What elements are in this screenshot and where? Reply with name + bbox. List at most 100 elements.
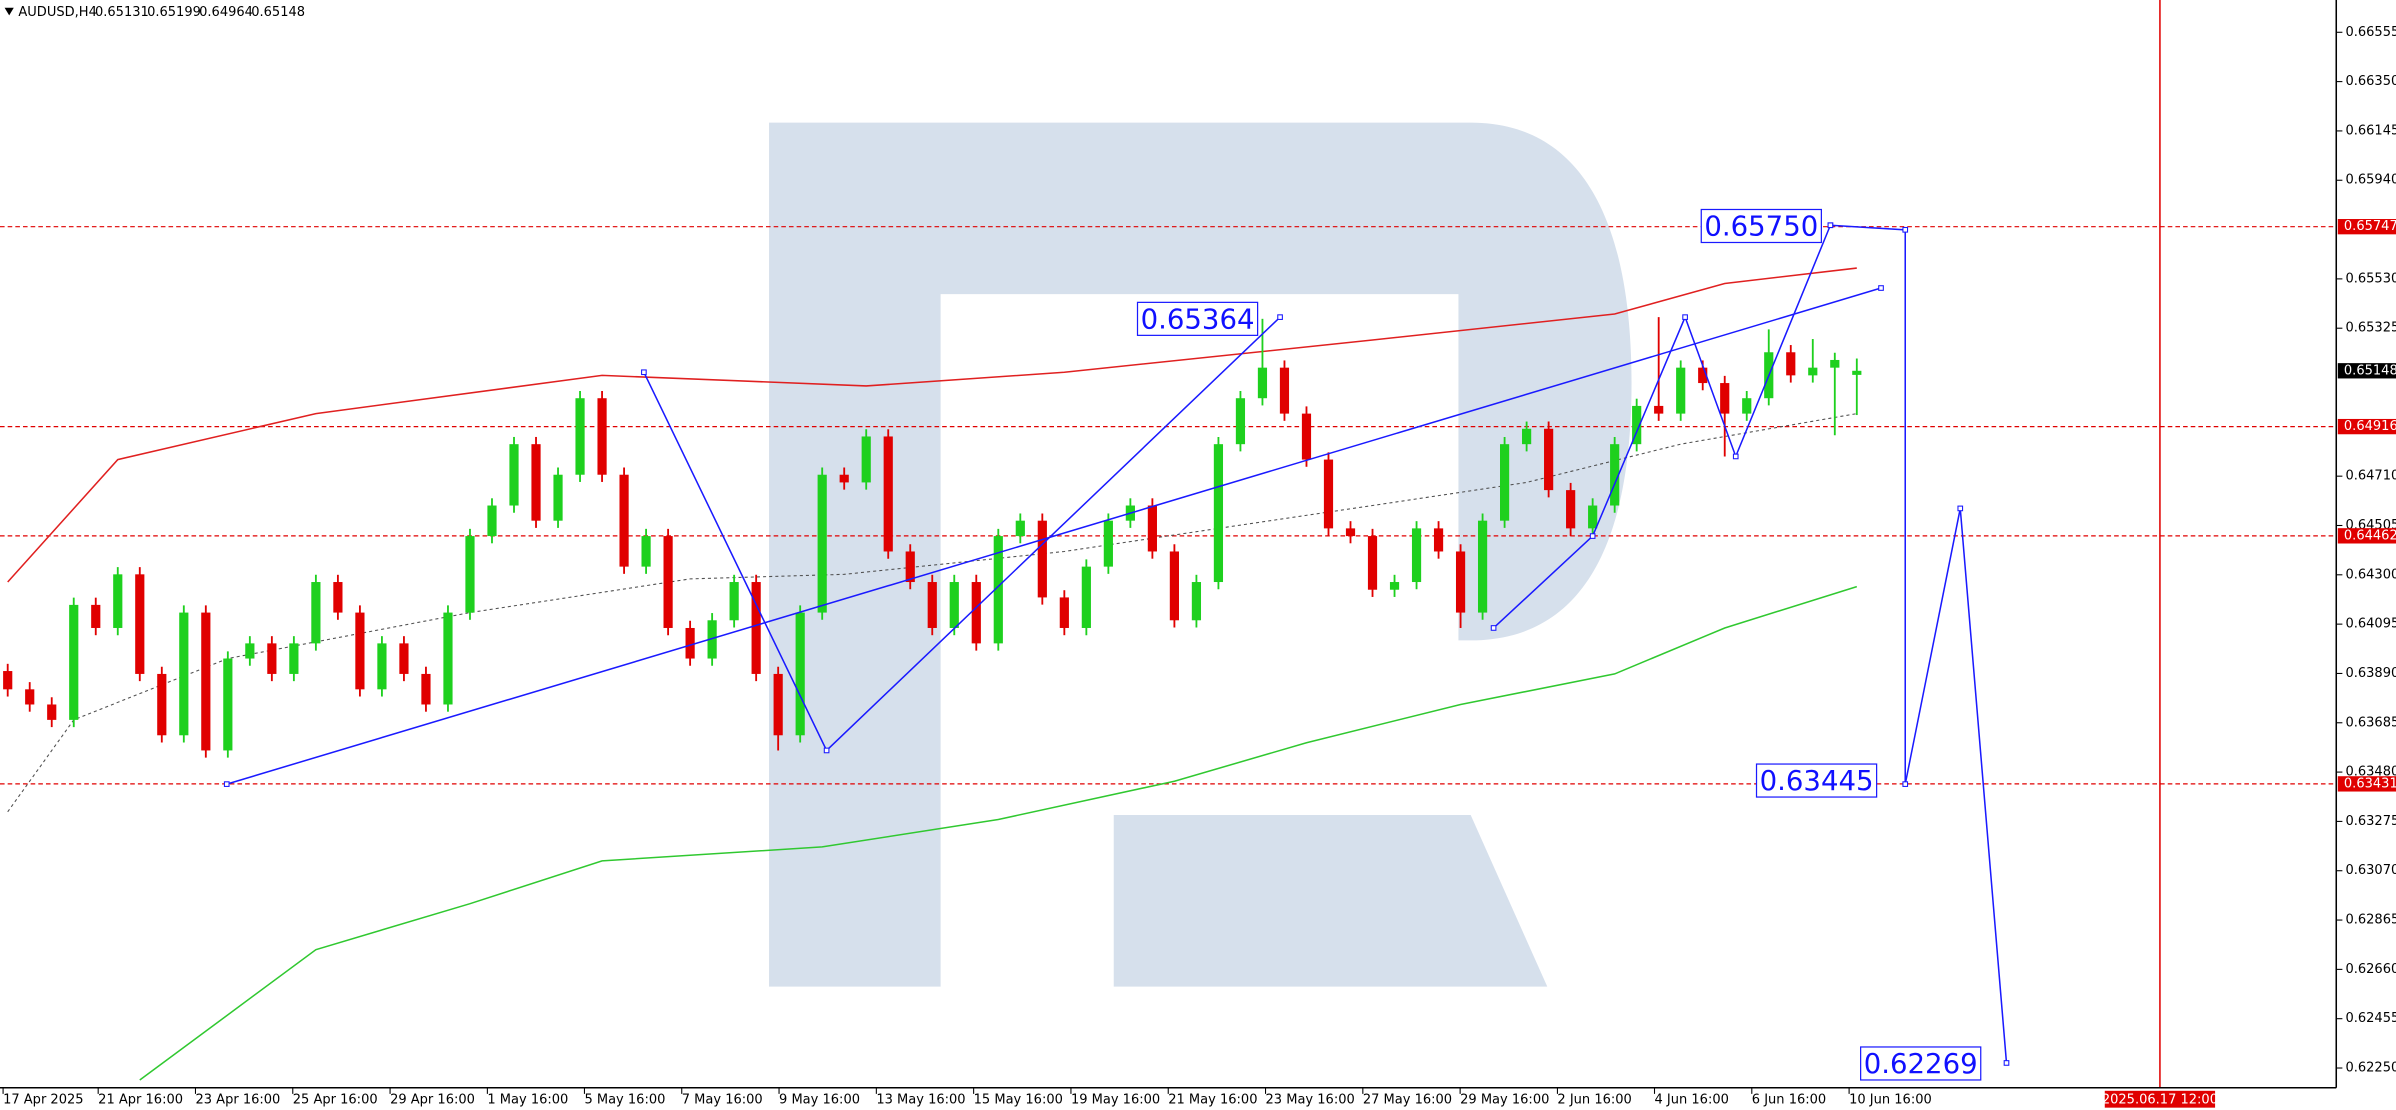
x-tick-label: 27 May 16:00 bbox=[1363, 1092, 1452, 1107]
candle-body bbox=[333, 582, 343, 613]
watermark-leg bbox=[1113, 815, 1548, 987]
x-tick-label: 1 May 16:00 bbox=[487, 1092, 568, 1107]
candle-body bbox=[1676, 367, 1686, 414]
level-label: 0.65747 bbox=[2344, 219, 2396, 234]
y-tick-label: 0.63070 bbox=[2345, 863, 2396, 878]
y-tick-label: 0.63890 bbox=[2345, 666, 2396, 681]
annotation-box bbox=[1860, 1046, 1982, 1081]
candle-body bbox=[971, 582, 981, 644]
trend-handle bbox=[1682, 314, 1688, 320]
candle-body bbox=[1632, 405, 1642, 445]
x-tick-label: 5 May 16:00 bbox=[584, 1092, 665, 1107]
x-tick-label: 4 Jun 16:00 bbox=[1655, 1092, 1729, 1107]
candle-body bbox=[1323, 459, 1334, 529]
x-tick-label: 19 May 16:00 bbox=[1071, 1092, 1160, 1107]
event-label: 2025.06.17 12:00 bbox=[2102, 1092, 2218, 1107]
candle-body bbox=[91, 604, 101, 628]
current-price-label: 0.65148 bbox=[2344, 363, 2396, 378]
candle-body bbox=[223, 658, 233, 751]
candle-body bbox=[1147, 505, 1157, 552]
candle-body bbox=[685, 627, 695, 659]
x-tick-label: 6 Jun 16:00 bbox=[1752, 1092, 1826, 1107]
trend-handle bbox=[1878, 285, 1884, 291]
candle-body bbox=[1852, 370, 1862, 375]
candle-body bbox=[179, 612, 189, 736]
candle-body bbox=[1279, 367, 1290, 414]
x-tick-label: 9 May 16:00 bbox=[779, 1092, 860, 1107]
candle-body bbox=[135, 574, 145, 674]
y-tick-label: 0.66145 bbox=[2345, 123, 2396, 138]
y-tick-label: 0.64300 bbox=[2345, 567, 2396, 582]
candle-body bbox=[311, 582, 321, 644]
symbol: AUDUSD,H4 bbox=[18, 5, 96, 20]
y-tick-label: 0.63275 bbox=[2345, 814, 2396, 829]
candle-body bbox=[1081, 566, 1091, 628]
y-tick-label: 0.66350 bbox=[2345, 74, 2396, 89]
x-tick-label: 21 Apr 16:00 bbox=[98, 1092, 183, 1107]
trend-handle bbox=[223, 781, 230, 787]
candle-body bbox=[421, 673, 431, 705]
y-tick-label: 0.65325 bbox=[2345, 321, 2396, 336]
event-label-box bbox=[2104, 1090, 2216, 1108]
y-tick-label: 0.62455 bbox=[2345, 1011, 2396, 1026]
x-tick-label: 13 May 16:00 bbox=[876, 1092, 965, 1107]
candle-body bbox=[1257, 367, 1268, 399]
candle-body bbox=[1389, 582, 1400, 590]
candle-body bbox=[443, 612, 453, 705]
trend-handle bbox=[1589, 533, 1596, 539]
candle-body bbox=[1808, 367, 1818, 376]
candle-body bbox=[1301, 413, 1312, 460]
annotation-box bbox=[1700, 208, 1822, 244]
candle-body bbox=[839, 474, 849, 483]
candle-body bbox=[1588, 505, 1598, 529]
candle-body bbox=[1411, 528, 1422, 583]
level-label: 0.64462 bbox=[2344, 528, 2396, 543]
candle-body bbox=[245, 643, 255, 659]
x-tick-label: 17 Apr 2025 bbox=[3, 1092, 83, 1107]
header-low: 0.64964 bbox=[199, 5, 253, 20]
candle-body bbox=[1522, 428, 1532, 445]
candle-body bbox=[1654, 405, 1664, 414]
candle-body bbox=[399, 643, 409, 674]
annotation-box bbox=[1136, 301, 1259, 336]
trend-handle bbox=[1732, 453, 1739, 460]
level-label: 0.63431 bbox=[2344, 776, 2396, 791]
candle-body bbox=[1345, 528, 1356, 537]
annotation-box bbox=[1755, 763, 1878, 798]
candle-body bbox=[113, 574, 123, 628]
candle-body bbox=[751, 582, 761, 674]
candle-body bbox=[729, 582, 739, 621]
candle-body bbox=[267, 643, 277, 674]
candle-body bbox=[597, 398, 607, 475]
level-label-box bbox=[2337, 528, 2396, 544]
trend-handle bbox=[1957, 505, 1964, 512]
price-annotation: 0.62269 bbox=[1864, 1047, 1978, 1080]
level-label-box bbox=[2337, 418, 2396, 435]
candle-body bbox=[509, 444, 519, 506]
candle-body bbox=[1015, 520, 1025, 537]
trend-handle bbox=[1490, 625, 1497, 631]
y-tick-label: 0.65940 bbox=[2345, 173, 2396, 188]
trend-handle bbox=[641, 369, 647, 376]
x-tick-label: 15 May 16:00 bbox=[974, 1092, 1063, 1107]
candle-body bbox=[47, 704, 57, 720]
candle-body bbox=[949, 582, 959, 628]
candle-body bbox=[1698, 367, 1708, 384]
y-tick-label: 0.62865 bbox=[2345, 913, 2396, 928]
candle-body bbox=[905, 551, 915, 583]
header-high: 0.65199 bbox=[147, 5, 201, 20]
level-label: 0.64916 bbox=[2344, 419, 2396, 434]
candle-body bbox=[289, 643, 299, 674]
y-tick-label: 0.64710 bbox=[2345, 469, 2396, 484]
candle-body bbox=[377, 643, 387, 690]
menu-triangle[interactable] bbox=[4, 7, 14, 16]
trend-handle bbox=[823, 747, 830, 754]
price-annotation: 0.65750 bbox=[1704, 209, 1818, 242]
x-tick-label: 21 May 16:00 bbox=[1168, 1092, 1257, 1107]
candle-body bbox=[1037, 520, 1047, 598]
candle-body bbox=[927, 582, 937, 628]
candle-body bbox=[1830, 359, 1840, 368]
x-tick-label: 29 May 16:00 bbox=[1460, 1092, 1549, 1107]
x-tick-label: 2 Jun 16:00 bbox=[1557, 1092, 1631, 1107]
